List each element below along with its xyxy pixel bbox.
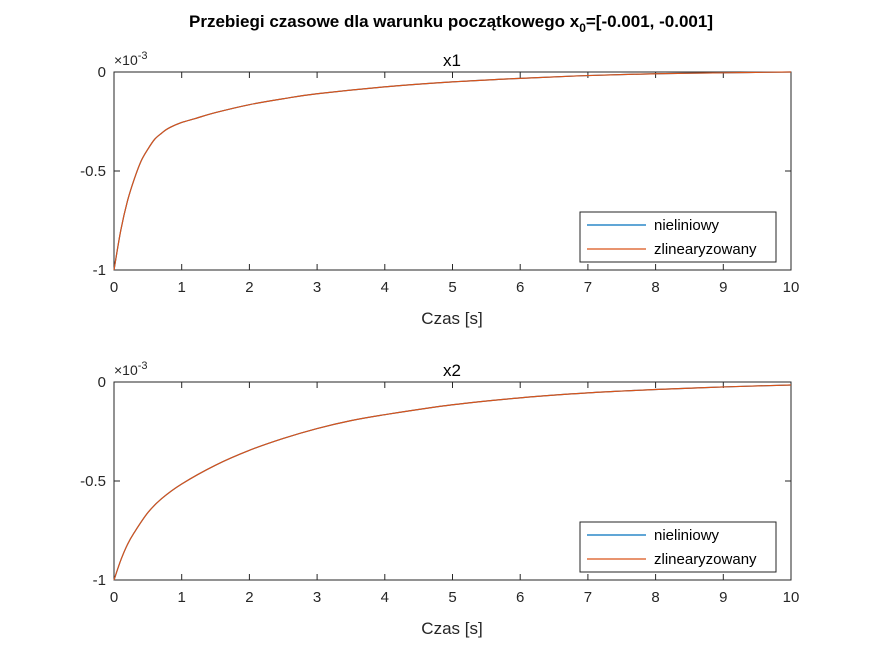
legend[interactable]: nieliniowy zlinearyzowany [579,211,777,263]
legend-entry-zlinearyzowany: zlinearyzowany [654,551,757,568]
x-tick-label: 1 [178,279,186,296]
legend-box [579,211,777,263]
x-tick-label: 4 [381,279,389,296]
x-tick-label: 7 [584,279,592,296]
x-tick-label: 6 [516,589,524,606]
x-tick-label: 7 [584,589,592,606]
y-tick-label: -1 [93,572,106,589]
subplot-x2: x2 ×10-3 0 1 2 3 4 5 6 7 8 9 10 -1 -0.5 0 Czas [s] n… [80,360,799,638]
figure-title: Przebiegi czasowe dla warunku początkowe… [189,12,713,35]
x-tick-label: 3 [313,279,321,296]
x-tick-label: 0 [110,279,118,296]
x-tick-label: 10 [783,279,800,296]
x-tick-label: 5 [448,589,456,606]
x-tick-label: 9 [719,279,727,296]
y-tick-label: 0 [98,374,106,391]
y-tick-label: -0.5 [80,473,106,490]
x-tick-label: 0 [110,589,118,606]
legend-entry-nieliniowy: nieliniowy [654,217,720,234]
x-tick-label: 9 [719,589,727,606]
series-line-zlinearyzowany [113,71,792,271]
y-axis-ticks: -1 -0.5 0 [80,374,791,589]
legend[interactable]: nieliniowy zlinearyzowany [579,521,777,573]
x-tick-label: 1 [178,589,186,606]
series-lines [113,71,792,271]
legend-box [579,521,777,573]
y-tick-label: -1 [93,262,106,279]
figure-title-subscript: 0 [579,21,586,35]
series-lines [113,384,792,581]
subplot-x1: x1 ×10-3 0 1 2 3 4 5 6 7 8 9 10 -1 -0.5 0 Czas [s] n… [80,50,799,328]
x-tick-label: 6 [516,279,524,296]
x-tick-label: 10 [783,589,800,606]
y-tick-label: -0.5 [80,163,106,180]
x-tick-label: 8 [651,279,659,296]
x-tick-label: 2 [245,279,253,296]
x-axis-ticks: 0 1 2 3 4 5 6 7 8 9 10 [110,72,800,296]
figure-title-tail: =[-0.001, -0.001] [586,12,713,31]
legend-entry-nieliniowy: nieliniowy [654,527,720,544]
figure-title-main: Przebiegi czasowe dla warunku początkowe… [189,12,580,31]
subplot-title: x2 [443,361,461,380]
x-tick-label: 4 [381,589,389,606]
x-tick-label: 3 [313,589,321,606]
legend-entry-zlinearyzowany: zlinearyzowany [654,241,757,258]
x-tick-label: 2 [245,589,253,606]
series-line-zlinearyzowany [113,384,792,581]
y-exponent-multiplier: ×10-3 [114,360,148,378]
x-tick-label: 8 [651,589,659,606]
y-exponent-multiplier: ×10-3 [114,50,148,68]
x-axis-ticks: 0 1 2 3 4 5 6 7 8 9 10 [110,382,800,606]
x-axis-label: Czas [s] [421,619,482,638]
x-tick-label: 5 [448,279,456,296]
subplot-title: x1 [443,51,461,70]
x-axis-label: Czas [s] [421,309,482,328]
y-tick-label: 0 [98,64,106,81]
